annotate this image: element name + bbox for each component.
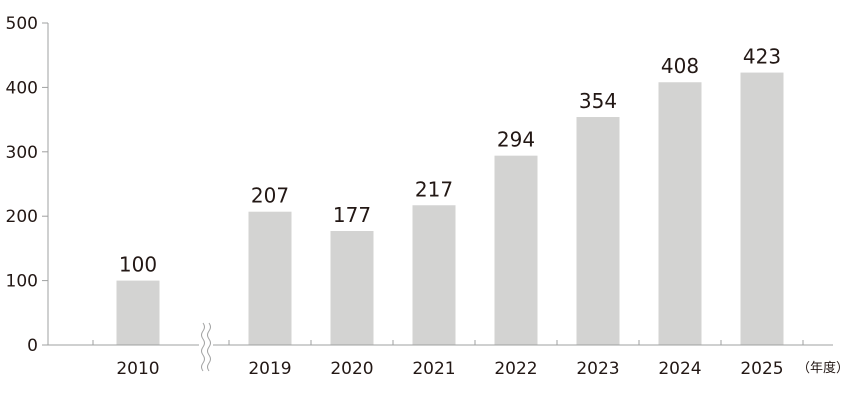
bars: 100 207 177 217 294 354 408 423 (116, 45, 784, 346)
y-tick-label: 400 (6, 78, 38, 98)
data-label: 207 (251, 184, 289, 208)
x-axis: 2010 2019 2020 2021 2022 2023 2024 2025 (48, 322, 833, 379)
x-tick-label: 2024 (658, 359, 701, 379)
x-tick-label: 2020 (330, 359, 373, 379)
axis-break-marker (199, 322, 213, 372)
x-tick-label: 2022 (494, 359, 537, 379)
x-tick-label: 2010 (116, 359, 159, 379)
data-label: 217 (415, 177, 453, 201)
y-tick-label: 200 (6, 207, 38, 227)
data-label: 100 (119, 253, 157, 277)
data-label: 294 (497, 128, 535, 152)
bar (576, 117, 620, 345)
data-label: 423 (743, 45, 781, 69)
data-label: 177 (333, 203, 371, 227)
data-label: 354 (579, 89, 617, 113)
y-tick-label: 300 (6, 143, 38, 163)
bar (116, 280, 160, 345)
axis-break-line (201, 322, 205, 372)
x-tick-label: 2021 (412, 359, 455, 379)
bar (494, 155, 538, 345)
axis-break-line (207, 322, 211, 372)
y-axis: 0 100 200 300 400 500 (6, 14, 49, 356)
x-axis-unit-label: （年度） (797, 360, 849, 376)
y-tick-label: 500 (6, 14, 38, 34)
data-label: 408 (661, 54, 699, 78)
x-tick-label: 2025 (740, 359, 783, 379)
bar (330, 231, 374, 345)
bar (658, 82, 702, 346)
x-tick-label: 2019 (248, 359, 291, 379)
y-tick-label: 100 (6, 272, 38, 292)
bar (412, 205, 456, 345)
bar (248, 211, 292, 345)
x-tick-label: 2023 (576, 359, 619, 379)
bar (740, 72, 784, 345)
y-tick-label: 0 (27, 336, 38, 356)
